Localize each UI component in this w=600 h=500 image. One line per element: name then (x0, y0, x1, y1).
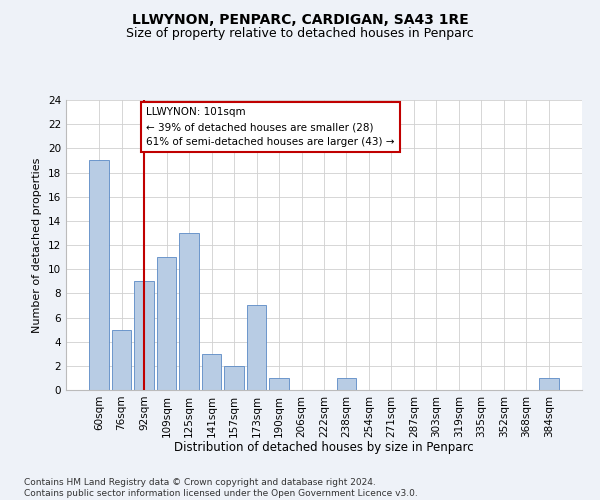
Text: Size of property relative to detached houses in Penparc: Size of property relative to detached ho… (126, 28, 474, 40)
Text: Contains HM Land Registry data © Crown copyright and database right 2024.
Contai: Contains HM Land Registry data © Crown c… (24, 478, 418, 498)
Bar (269, 378, 289, 390)
Bar (539, 378, 559, 390)
Bar (247, 306, 266, 390)
Bar (224, 366, 244, 390)
Bar (134, 281, 154, 390)
Bar (202, 354, 221, 390)
Bar (157, 257, 176, 390)
Text: LLWYNON, PENPARC, CARDIGAN, SA43 1RE: LLWYNON, PENPARC, CARDIGAN, SA43 1RE (131, 12, 469, 26)
Bar (112, 330, 131, 390)
Y-axis label: Number of detached properties: Number of detached properties (32, 158, 43, 332)
Bar (179, 233, 199, 390)
Text: LLWYNON: 101sqm
← 39% of detached houses are smaller (28)
61% of semi-detached h: LLWYNON: 101sqm ← 39% of detached houses… (146, 108, 395, 147)
Bar (89, 160, 109, 390)
X-axis label: Distribution of detached houses by size in Penparc: Distribution of detached houses by size … (174, 441, 474, 454)
Bar (337, 378, 356, 390)
